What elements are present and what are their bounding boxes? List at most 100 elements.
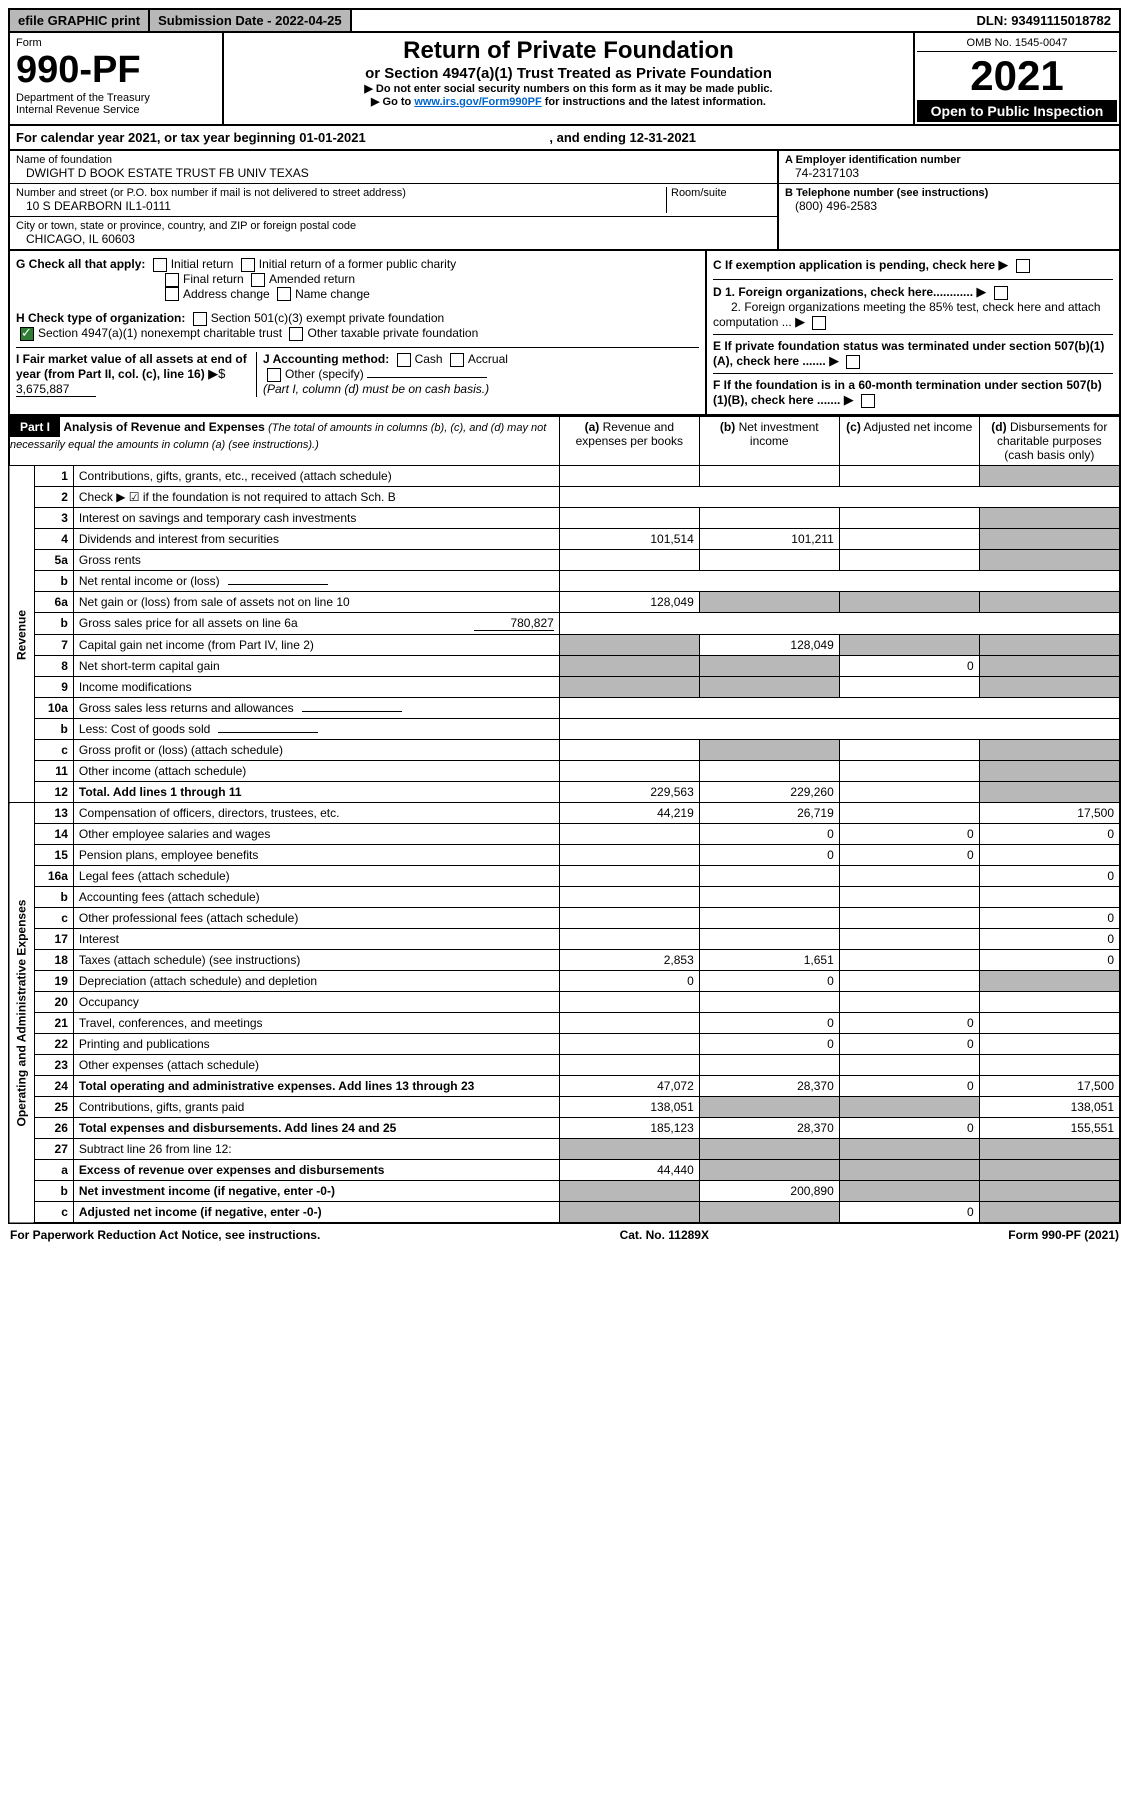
checkbox-initial[interactable] [153,258,167,272]
omb-label: OMB No. 1545-0047 [917,35,1117,52]
phone-value: (800) 496-2583 [785,199,1113,213]
g-opt-2: Final return [183,272,244,286]
city-value: CHICAGO, IL 60603 [16,232,771,246]
calendar-year-row: For calendar year 2021, or tax year begi… [8,126,1121,151]
cell-a [559,929,699,950]
checkbox-other[interactable] [267,368,281,382]
line-number: 11 [35,761,74,782]
cell-a [559,866,699,887]
cell-d [979,971,1120,992]
table-row: 24Total operating and administrative exp… [9,1076,1120,1097]
line-label: Contributions, gifts, grants, etc., rece… [73,466,559,487]
open-public-badge: Open to Public Inspection [917,100,1117,122]
cell-a: 185,123 [559,1118,699,1139]
name-label: Name of foundation [16,154,771,166]
cell-c [839,466,979,487]
line-label: Net rental income or (loss) [73,571,559,592]
line-number: 26 [35,1118,74,1139]
cell-a [559,740,699,761]
cell-c: 0 [839,1034,979,1055]
table-row: 19Depreciation (attach schedule) and dep… [9,971,1120,992]
checkbox-cash[interactable] [397,353,411,367]
cell-c [839,1097,979,1118]
checkbox-amended[interactable] [251,273,265,287]
dept-label: Department of the Treasury [16,92,216,104]
irs-label: Internal Revenue Service [16,104,216,116]
line-number: 16a [35,866,74,887]
table-row: 14Other employee salaries and wages000 [9,824,1120,845]
h-opt-2: Section 4947(a)(1) nonexempt charitable … [38,326,282,340]
cell-c: 0 [839,845,979,866]
checkbox-other-tax[interactable] [289,327,303,341]
table-row: bAccounting fees (attach schedule) [9,887,1120,908]
col-c-head: Adjusted net income [864,420,973,434]
line-number: 4 [35,529,74,550]
addr-label: Number and street (or P.O. box number if… [16,187,666,199]
cell-d: 138,051 [979,1097,1120,1118]
note-ssn: ▶ Do not enter social security numbers o… [230,82,907,95]
cell-a: 47,072 [559,1076,699,1097]
checkbox-f[interactable] [861,394,875,408]
cell-b: 101,211 [699,529,839,550]
cell-c: 0 [839,1118,979,1139]
cell-b [699,1139,839,1160]
cell-d: 0 [979,866,1120,887]
addr-value: 10 S DEARBORN IL1-0111 [16,199,666,213]
form-number: 990-PF [16,49,216,92]
form-link[interactable]: www.irs.gov/Form990PF [414,96,541,108]
checkbox-address[interactable] [165,287,179,301]
expenses-section-label: Operating and Administrative Expenses [9,803,35,1224]
table-row: 7Capital gain net income (from Part IV, … [9,635,1120,656]
table-row: 5aGross rents [9,550,1120,571]
cell-d [979,508,1120,529]
g-opt-4: Address change [183,287,270,301]
cell-d: 0 [979,824,1120,845]
d1-label: D 1. Foreign organizations, check here..… [713,285,973,299]
cell-a [559,1013,699,1034]
tax-year: 2021 [917,52,1117,100]
line-label: Travel, conferences, and meetings [73,1013,559,1034]
line-label: Gross profit or (loss) (attach schedule) [73,740,559,761]
line-label: Gross sales price for all assets on line… [73,613,559,635]
j-other: Other (specify) [285,367,364,381]
cal-year-end: , and ending 12-31-2021 [549,130,696,145]
checkbox-accrual[interactable] [450,353,464,367]
checkbox-d2[interactable] [812,316,826,330]
checkbox-d1[interactable] [994,286,1008,300]
checkbox-501c3[interactable] [193,312,207,326]
note-link: ▶ Go to www.irs.gov/Form990PF for instru… [230,95,907,108]
line-number: 22 [35,1034,74,1055]
footer-right: Form 990-PF (2021) [1008,1228,1119,1242]
part1-table: Part I Analysis of Revenue and Expenses … [8,416,1121,1224]
part1-title: Analysis of Revenue and Expenses [63,420,264,434]
cell-a: 128,049 [559,592,699,613]
checkbox-name[interactable] [277,287,291,301]
col-b-head: Net investment income [739,420,819,448]
table-row: 20Occupancy [9,992,1120,1013]
checkbox-c[interactable] [1016,259,1030,273]
cell-a [559,1139,699,1160]
cell-a [559,1202,699,1224]
cell-d [979,1034,1120,1055]
cell-a [559,845,699,866]
cell-d [979,635,1120,656]
cell-d [979,782,1120,803]
cell-b [699,1160,839,1181]
table-row: 10aGross sales less returns and allowanc… [9,698,1120,719]
efile-button[interactable]: efile GRAPHIC print [10,10,150,31]
cell-a [559,761,699,782]
cell-c [839,740,979,761]
table-row: 27Subtract line 26 from line 12: [9,1139,1120,1160]
checkbox-final[interactable] [165,273,179,287]
line-number: b [35,613,74,635]
table-row: Operating and Administrative Expenses13C… [9,803,1120,824]
line-number: b [35,887,74,908]
line-label: Compensation of officers, directors, tru… [73,803,559,824]
line-label: Subtract line 26 from line 12: [73,1139,559,1160]
cell-d: 17,500 [979,1076,1120,1097]
checkbox-initial-former[interactable] [241,258,255,272]
cell-c [839,908,979,929]
checkbox-4947[interactable] [20,327,34,341]
checkbox-e[interactable] [846,355,860,369]
table-row: 17Interest0 [9,929,1120,950]
